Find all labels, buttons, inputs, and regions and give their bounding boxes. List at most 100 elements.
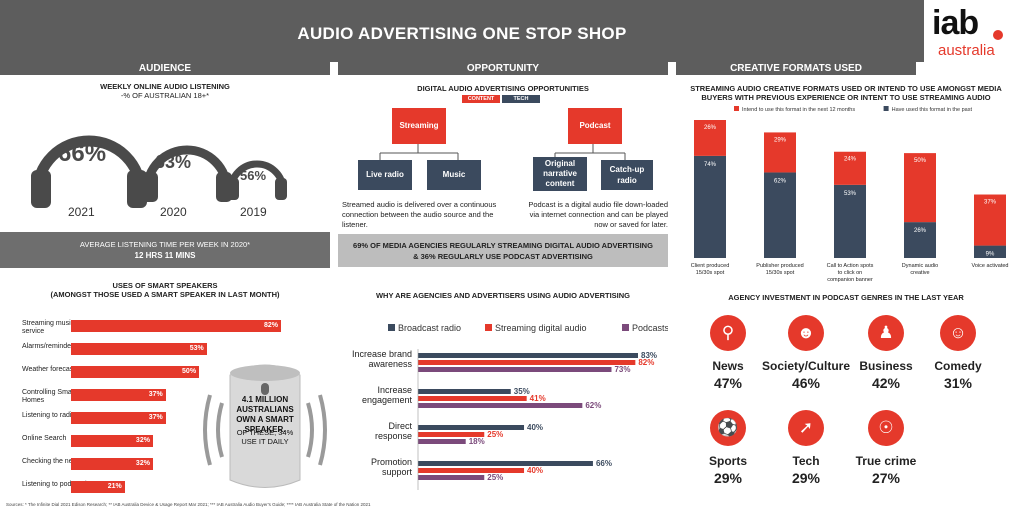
smart-uses-chart: Streaming music service 82% Alarms/reminde…	[0, 320, 330, 495]
creative-category-label: 15/30s spot	[766, 270, 795, 276]
smart-use-label: Online Search	[22, 435, 67, 442]
creative-category-label: Client produced	[691, 263, 730, 269]
why-bar	[418, 475, 485, 480]
agencies-band	[338, 234, 668, 267]
genre-pct: 31%	[943, 375, 973, 391]
weekly-subtitle: -% OF AUSTRALIAN 18+*	[120, 91, 210, 100]
title-banner	[0, 0, 924, 62]
why-bar	[418, 360, 636, 365]
opportunity-connectors	[379, 143, 626, 160]
headphone-icon	[227, 160, 287, 200]
creative-bar-intend	[694, 120, 726, 156]
smart-use-label: Listening to radio	[22, 412, 76, 419]
legend-tech: TECH	[502, 95, 540, 103]
ball-icon: ⚽	[710, 410, 746, 446]
creative-bar-intend	[834, 151, 866, 185]
smart-use-label: Weather forecast	[22, 366, 76, 373]
why-bar	[418, 439, 466, 444]
legend-swatch	[734, 106, 739, 111]
creative-formats-chart: Intend to use this format in the next 12…	[691, 106, 1009, 283]
creative-title-1: STREAMING AUDIO CREATIVE FORMATS USED OR…	[690, 84, 1002, 93]
creative-value-intend: 50%	[914, 158, 927, 164]
why-bar-label: 66%	[596, 459, 612, 468]
legend-label: Intend to use this format in the next 12…	[742, 107, 855, 113]
logo-sub-text: australia	[938, 42, 995, 59]
creative-bar-past	[834, 184, 866, 258]
music-box: Music	[427, 160, 481, 190]
speaker-text-regular: OF THESE, 34% USE IT DAILY	[236, 428, 294, 446]
creative-value-past: 74%	[704, 162, 717, 168]
why-bar	[418, 353, 638, 358]
headphone-pct-2021: 66%	[58, 140, 107, 167]
creative-value-past: 62%	[774, 178, 787, 184]
genre-title: AGENCY INVESTMENT IN PODCAST GENRES IN T…	[728, 293, 964, 302]
why-bar-label: 82%	[638, 358, 654, 367]
creative-category-label: creative	[910, 270, 929, 276]
podcast-description: Podcast is a digital audio file down-loa…	[528, 200, 668, 229]
why-chart: Broadcast radio Streaming digital audio Po…	[352, 323, 668, 490]
why-bar-label: 73%	[614, 365, 630, 374]
legend-label: Podcasts	[632, 323, 668, 333]
smart-use-label: Controlling Smart Homes	[22, 389, 77, 404]
section-audience: AUDIENCE	[0, 62, 330, 75]
live-radio-box: Live radio	[358, 160, 412, 190]
logo-dot	[993, 30, 1003, 40]
legend-label: Broadcast radio	[398, 323, 461, 333]
creative-category-label: companion banner	[827, 277, 873, 283]
smart-use-bar: 32%	[71, 458, 153, 470]
why-bar	[418, 425, 525, 430]
creative-value-intend: 26%	[704, 125, 717, 131]
headphone-year-2020: 2020	[160, 205, 187, 219]
why-bar	[418, 367, 612, 372]
podcast-box: Podcast	[568, 108, 622, 144]
genre-name: True crime	[855, 454, 917, 468]
page-title: AUDIO ADVERTISING ONE STOP SHOP	[297, 24, 627, 43]
why-bar	[418, 432, 485, 437]
genre-name: Comedy	[934, 359, 982, 373]
smart-use-bar: 53%	[71, 343, 207, 355]
legend-label: Have used this format in the past	[892, 107, 973, 113]
category-label: engagement	[362, 395, 413, 405]
section-creative: CREATIVE FORMATS USED	[676, 62, 916, 75]
creative-category-label: to click on	[838, 270, 862, 276]
smart-use-label: Checking the news	[22, 458, 82, 465]
creative-category-label: Publisher produced	[756, 263, 803, 269]
search-icon: ⚲	[710, 315, 746, 351]
genre-pct: 29%	[791, 470, 821, 486]
people-icon: ☻	[788, 315, 824, 351]
legend-swatch	[388, 324, 395, 331]
legend-swatch	[622, 324, 629, 331]
avg-listening-value: 12 HRS 11 MINS	[134, 251, 196, 260]
streaming-description: Streamed audio is delivered over a conti…	[342, 200, 497, 229]
smart-use-bar: 32%	[71, 435, 153, 447]
smart-use-label: Listening to podcast/s	[22, 481, 90, 488]
creative-bar-intend	[974, 194, 1006, 246]
creative-value-past: 9%	[986, 252, 995, 258]
why-bar-label: 62%	[585, 401, 601, 410]
smart-use-label: Streaming music service	[22, 320, 75, 335]
category-label: response	[375, 431, 412, 441]
creative-category-label: Call to Action spots	[827, 263, 874, 269]
creative-value-intend: 24%	[844, 157, 857, 163]
headphone-year-2021: 2021	[68, 205, 95, 219]
avg-listening-band	[0, 232, 330, 268]
creative-bar-intend	[904, 153, 936, 223]
category-label: awareness	[368, 359, 412, 369]
logo-main-text: iab	[932, 4, 979, 42]
podcast-genres: ⚲ News 47% ☻ Society/Culture 46% ♟ Business 42% ☺…	[676, 312, 1016, 497]
smart-use-bar: 82%	[71, 320, 281, 332]
cursor-icon: ➚	[788, 410, 824, 446]
genre-pct: 46%	[791, 375, 821, 391]
headphone-pct-2020: 63%	[155, 152, 192, 172]
smart-use-bar: 37%	[71, 389, 166, 401]
creative-bar-past	[764, 172, 796, 258]
why-bar-label: 25%	[487, 473, 503, 482]
creative-bar-past	[974, 245, 1006, 258]
why-bar	[418, 396, 527, 401]
smart-use-bar: 21%	[71, 481, 125, 493]
fingerprint-icon: ☉	[868, 410, 904, 446]
smart-use-bar: 37%	[71, 412, 166, 424]
category-label: Increase brand	[352, 349, 412, 359]
why-bar-label: 41%	[530, 394, 546, 403]
smart-subtitle: (AMONGST THOSE USED A SMART SPEAKER IN L…	[50, 290, 280, 299]
